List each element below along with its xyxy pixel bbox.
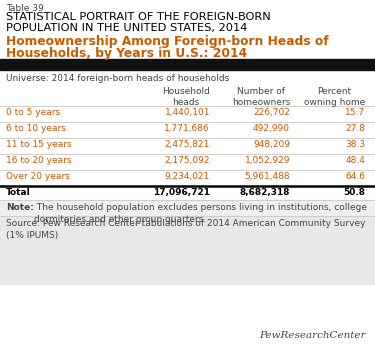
Text: 2,475,821: 2,475,821 [165,140,210,149]
Text: 16 to 20 years: 16 to 20 years [6,156,72,165]
Text: 8,682,318: 8,682,318 [240,188,290,197]
Text: Household
heads: Household heads [162,87,210,107]
Text: 6 to 10 years: 6 to 10 years [6,124,66,133]
Bar [0,200,375,216]
Text: 17,096,721: 17,096,721 [153,188,210,197]
Text: 38.3: 38.3 [345,140,365,149]
Bar [0,59,375,70]
Text: Percent
owning home: Percent owning home [304,87,365,107]
Text: Homeownership Among Foreign-born Heads of: Homeownership Among Foreign-born Heads o… [6,35,328,48]
Text: 9,234,021: 9,234,021 [165,172,210,181]
Bar [0,216,375,284]
Text: Source: Pew Research Center tabulations of 2014 American Community Survey
(1% IP: Source: Pew Research Center tabulations … [6,219,366,240]
Text: Households, by Years in U.S.: 2014: Households, by Years in U.S.: 2014 [6,47,247,60]
Text: 27.8: 27.8 [345,124,365,133]
Text: Table 39: Table 39 [6,4,44,13]
Text: 64.6: 64.6 [345,172,365,181]
Text: Total: Total [6,188,31,197]
Text: STATISTICAL PORTRAIT OF THE FOREIGN-BORN: STATISTICAL PORTRAIT OF THE FOREIGN-BORN [6,12,271,22]
Text: 11 to 15 years: 11 to 15 years [6,140,72,149]
Text: 492,990: 492,990 [253,124,290,133]
Text: 1,440,101: 1,440,101 [165,108,210,117]
Text: 5,961,488: 5,961,488 [244,172,290,181]
Text: 1,052,929: 1,052,929 [244,156,290,165]
Text: POPULATION IN THE UNITED STATES, 2014: POPULATION IN THE UNITED STATES, 2014 [6,23,248,33]
Text: 15.7: 15.7 [345,108,365,117]
Text: 50.8: 50.8 [343,188,365,197]
Text: 1,771,686: 1,771,686 [164,124,210,133]
Text: The household population excludes persons living in institutions, college
dormit: The household population excludes person… [34,203,367,224]
Text: Number of
homeowners: Number of homeowners [232,87,290,107]
Text: Note:: Note: [6,203,34,212]
Text: 0 to 5 years: 0 to 5 years [6,108,60,117]
Text: 48.4: 48.4 [345,156,365,165]
Text: 226,702: 226,702 [253,108,290,117]
Text: 948,209: 948,209 [253,140,290,149]
Text: 2,175,092: 2,175,092 [165,156,210,165]
Text: PewResearchCenter: PewResearchCenter [260,331,366,340]
Text: Over 20 years: Over 20 years [6,172,70,181]
Text: Universe: 2014 foreign-born heads of households: Universe: 2014 foreign-born heads of hou… [6,74,229,83]
